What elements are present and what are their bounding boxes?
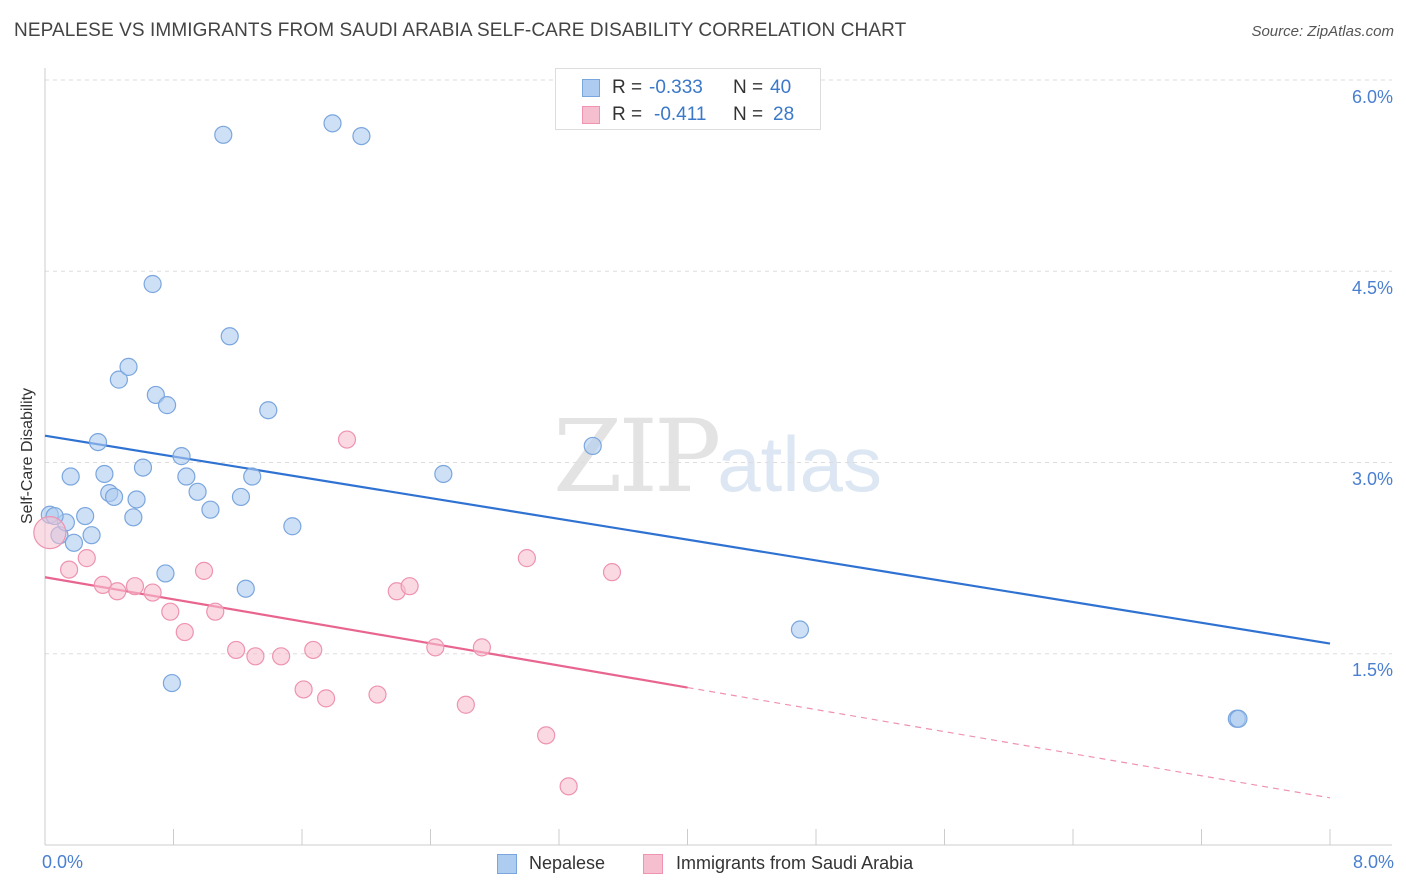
point-saudi	[125, 577, 145, 596]
point-saudi	[246, 647, 265, 666]
trend-line-extension	[687, 686, 1331, 799]
point-nepalese	[177, 467, 196, 486]
point-saudi	[206, 602, 225, 621]
point-saudi	[337, 430, 357, 449]
point-saudi	[602, 563, 622, 582]
point-saudi	[77, 549, 96, 568]
point-nepalese	[236, 579, 255, 598]
point-nepalese	[323, 114, 342, 133]
point-nepalese	[1229, 709, 1248, 728]
correlation-legend: R = -0.333 N = 40 R = -0.411 N = 28	[555, 68, 821, 130]
x-tick-label-min: 0.0%	[42, 852, 84, 872]
legend-row-saudi: R = -0.411 N = 28	[556, 102, 820, 128]
point-nepalese	[76, 506, 95, 526]
bottom-legend-swatch-pink	[643, 854, 663, 874]
point-nepalese	[124, 508, 143, 527]
watermark-zip: ZIP	[553, 398, 721, 515]
watermark: ZIPatlas	[553, 398, 882, 515]
point-nepalese	[88, 433, 108, 452]
legend-n-label: N =	[733, 104, 764, 125]
trend-line-nepalese	[44, 434, 1331, 645]
data-points	[33, 114, 1248, 796]
y-tick-label: 3.0%	[1351, 469, 1393, 489]
point-nepalese	[790, 620, 810, 639]
legend-swatch-blue	[582, 79, 600, 97]
point-nepalese	[220, 327, 239, 346]
point-saudi	[161, 602, 180, 621]
point-saudi	[400, 577, 419, 596]
bottom-legend-saudi: Immigrants from Saudi Arabia	[643, 851, 963, 877]
legend-r-value: -0.411	[654, 104, 707, 125]
point-saudi	[175, 622, 194, 642]
y-tick-label: 4.5%	[1351, 278, 1393, 298]
point-saudi	[304, 640, 323, 660]
legend-r-label: R =	[612, 77, 643, 98]
point-nepalese	[146, 385, 165, 405]
bottom-legend-swatch-blue	[497, 854, 517, 874]
point-saudi	[559, 777, 578, 796]
point-nepalese	[143, 274, 162, 294]
point-nepalese	[283, 517, 302, 536]
legend-n-value: 40	[770, 77, 792, 98]
point-nepalese	[201, 500, 220, 519]
point-nepalese	[156, 564, 175, 583]
point-nepalese	[231, 487, 251, 507]
point-nepalese	[104, 487, 124, 507]
point-nepalese	[259, 401, 278, 420]
point-nepalese	[243, 467, 262, 486]
point-saudi	[537, 726, 556, 745]
point-saudi	[316, 689, 336, 708]
point-saudi	[227, 640, 246, 660]
y-tick-label: 6.0%	[1351, 87, 1393, 107]
legend-r-label: R =	[612, 104, 643, 125]
point-saudi	[194, 561, 214, 580]
point-nepalese	[95, 464, 114, 484]
x-tick-label-max: 8.0%	[1352, 852, 1394, 872]
watermark-atlas: atlas	[717, 420, 883, 508]
point-saudi	[456, 695, 475, 714]
y-axis-label: Self-Care Disability	[19, 387, 36, 525]
y-tick-label: 1.5%	[1351, 660, 1393, 680]
point-saudi	[426, 638, 445, 657]
legend-n-value: 28	[773, 104, 795, 125]
point-nepalese	[82, 526, 101, 545]
point-nepalese	[61, 467, 80, 486]
point-nepalese	[172, 447, 191, 466]
point-nepalese	[214, 125, 233, 144]
point-nepalese	[583, 436, 602, 456]
point-nepalese	[127, 490, 146, 509]
point-nepalese	[133, 458, 153, 477]
point-saudi	[472, 638, 491, 657]
point-nepalese	[109, 370, 128, 389]
point-saudi	[272, 647, 291, 666]
axes	[44, 68, 1392, 846]
point-saudi	[33, 516, 67, 550]
legend-row-nepalese: R = -0.333 N = 40	[556, 75, 820, 101]
bottom-legend-nepalese: Nepalese	[497, 851, 627, 877]
legend-n-label: N =	[733, 77, 764, 98]
point-nepalese	[157, 396, 177, 415]
chart-title: NEPALESE VS IMMIGRANTS FROM SAUDI ARABIA…	[14, 20, 907, 41]
point-nepalese	[119, 357, 138, 376]
point-saudi	[59, 560, 79, 579]
point-saudi	[108, 582, 127, 601]
bottom-legend-label: Nepalese	[529, 853, 606, 873]
point-nepalese	[162, 673, 181, 693]
trend-line-saudi	[44, 576, 688, 689]
legend-r-value: -0.333	[649, 77, 703, 98]
source-label: Source: ZipAtlas.com	[1251, 23, 1394, 40]
point-saudi	[143, 583, 162, 602]
point-nepalese	[188, 482, 207, 501]
point-nepalese	[352, 127, 371, 146]
legend-swatch-pink	[582, 106, 600, 124]
point-saudi	[517, 549, 536, 568]
bottom-legend-label: Immigrants from Saudi Arabia	[676, 853, 914, 873]
point-saudi	[368, 685, 387, 704]
point-saudi	[294, 680, 313, 699]
point-nepalese	[434, 464, 453, 484]
grid-lines	[45, 79, 1392, 655]
point-nepalese	[64, 533, 84, 552]
